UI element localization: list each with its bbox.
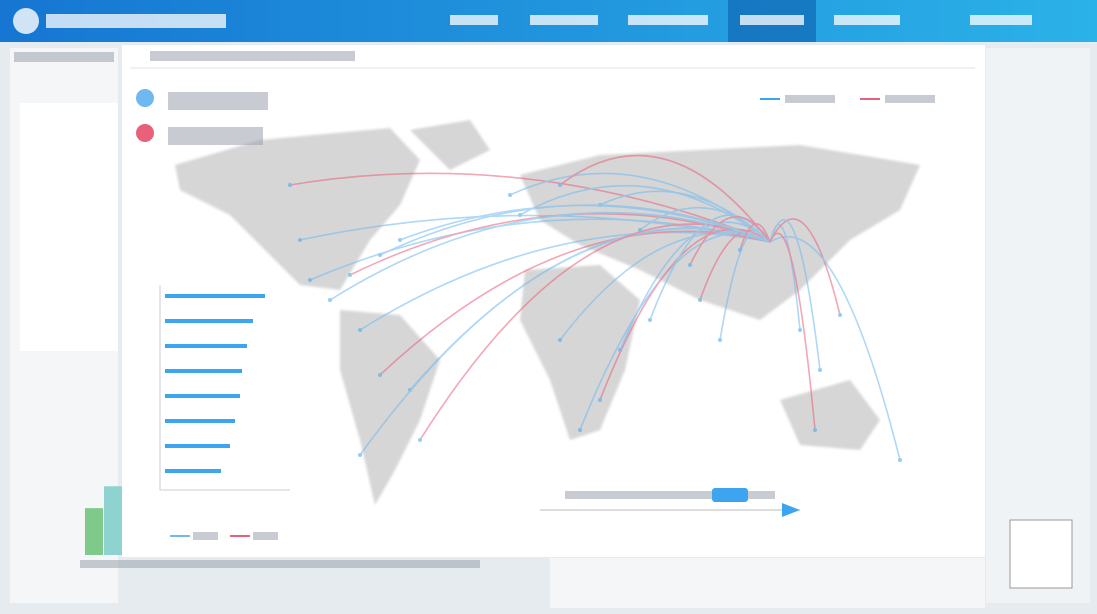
north-america [175,128,420,290]
logo [13,8,39,34]
city-marker [378,253,382,257]
africa [520,265,640,440]
city-marker [558,183,562,187]
flow-line [769,232,816,431]
flow-line [519,184,771,243]
flow-line [359,231,771,331]
bottom-panel [550,558,985,608]
flow-lines [288,154,902,462]
right-panel [986,48,1090,603]
timeline [540,488,800,517]
x-axis-labels [80,560,480,568]
nav-item[interactable] [450,15,498,25]
city-marker [818,368,822,372]
city-marker [838,313,842,317]
city-marker [578,428,582,432]
bar [165,369,242,373]
flow-line [289,172,771,243]
bar [165,344,247,348]
nav-item[interactable] [740,15,804,25]
bar [104,486,122,555]
nav-item[interactable] [970,15,1032,25]
flow-line [559,154,771,243]
city-marker [358,453,362,457]
flow-line [739,223,771,251]
legend-label [193,532,218,540]
city-marker [688,263,692,267]
south-america [340,310,440,505]
bar [165,394,240,398]
legend-label [253,532,278,540]
flow-line [379,204,771,256]
flow-line [639,206,771,243]
flow-line [419,223,771,441]
city-marker [798,328,802,332]
bar-legend [170,532,278,540]
city-marker [508,193,512,197]
nav [450,0,1032,42]
city-marker [518,213,522,217]
nav-item[interactable] [628,15,708,25]
flow-line [769,235,901,461]
nav-item[interactable] [530,15,598,25]
city-marker [298,238,302,242]
city-marker [898,458,902,462]
city-marker [358,328,362,332]
legend-label [785,95,835,103]
australia [780,380,880,450]
city-marker [718,338,722,342]
greenland [410,120,490,170]
modal-title [150,51,355,61]
bar [165,319,253,323]
legend-marker [136,124,154,142]
flow-line [559,232,771,341]
city-marker [328,298,332,302]
bar [85,508,103,555]
table [20,103,118,351]
city-marker [618,348,622,352]
city-marker [398,238,402,242]
flow-line [329,211,771,301]
city-marker [288,183,292,187]
minimap [1009,519,1073,589]
timeline-current[interactable] [712,488,748,502]
legend-marker [136,89,154,107]
city-marker [378,373,382,377]
play-button[interactable] [782,503,800,517]
panel-title [14,52,114,62]
bar [165,469,221,473]
city-marker [648,318,652,322]
city-marker [813,428,817,432]
app-title [46,14,226,28]
timeline-labels [565,491,775,499]
city-marker [558,338,562,342]
nav-item[interactable] [834,15,900,25]
city-marker [348,273,352,277]
city-marker [308,278,312,282]
bar [165,419,235,423]
legend-label [168,92,268,110]
flow-line [689,216,771,266]
flow-line [769,218,841,316]
map-legend [136,89,935,145]
flow-line [769,219,821,371]
city-marker [598,398,602,402]
city-marker [638,228,642,232]
legend-label [168,127,263,145]
bar [165,294,265,298]
legend-label [885,95,935,103]
city-marker [698,298,702,302]
bar [165,444,230,448]
city-marker [738,248,742,252]
city-marker [418,438,422,442]
